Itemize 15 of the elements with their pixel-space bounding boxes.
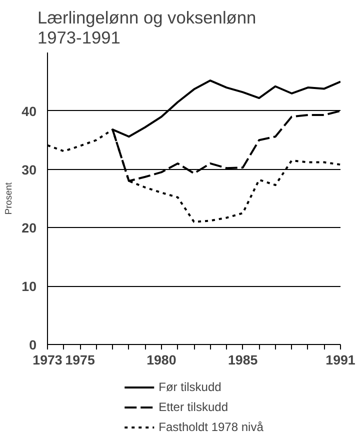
- chart-title: Lærlingelønn og voksenlønn 1973-1991: [38, 8, 256, 48]
- y-tick-label: 40: [22, 104, 37, 119]
- x-tick-label: 1980: [146, 352, 176, 368]
- y-tick-label: 10: [22, 279, 37, 294]
- y-tick-label: 0: [29, 338, 37, 352]
- x-tick-label: 1991: [326, 352, 356, 368]
- x-tick-label: 1975: [65, 352, 96, 368]
- legend-label: Etter tilskudd: [158, 399, 228, 415]
- y-axis-title: Prosent: [4, 182, 14, 215]
- x-tick-label: 1985: [228, 352, 258, 368]
- y-tick-label: 20: [22, 220, 37, 236]
- legend-label: Før tilskudd: [158, 379, 222, 395]
- y-tick-label: 30: [22, 162, 37, 178]
- x-tick-label: 1973: [32, 352, 62, 368]
- legend-label: Fastholdt 1978 nivå: [158, 419, 264, 435]
